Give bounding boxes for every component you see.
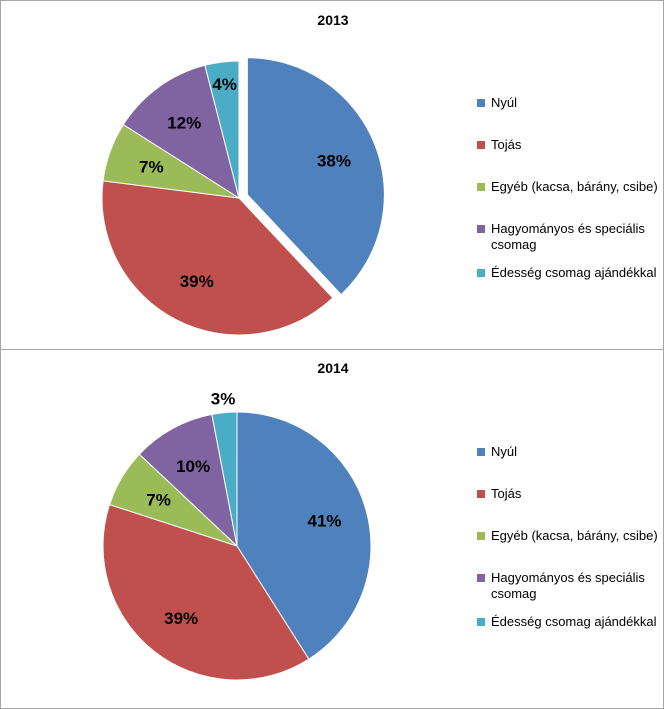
legend-swatch [477,269,485,277]
legend-swatch [477,574,485,582]
slice-label-edesseg-csomag-ajandekkal-2014: 3% [211,390,236,409]
legend-label: Nyúl [491,444,517,459]
pie-slice-tojas-2013 [101,180,334,336]
chart-title-2014: 2014 [317,360,348,376]
pie-slice-hagyomanyos-es-specialis-csomag-2013 [122,64,240,200]
pie-slice-nyul-2014 [236,411,372,660]
legend-swatch [477,141,485,149]
legend-item-tojas-2014: Tojás [477,486,522,501]
slice-label-tojas-2013: 39% [180,272,214,291]
legend-label: Nyúl [491,95,517,110]
legend-swatch [477,225,485,233]
legend-label: Egyéb (kacsa, bárány, csibe) [491,528,658,543]
legend-item-hagyomanyos-es-specialis-csomag-2013: Hagyományos és speciális csomag [477,221,645,252]
legend-item-nyul-2013: Nyúl [477,95,517,110]
legend-swatch [477,490,485,498]
legend-label: Hagyományos és speciális csomag [491,570,645,601]
legend-item-edesseg-csomag-ajandekkal-2014: Édesség csomag ajándékkal [477,614,657,629]
slice-label-egyeb-kacsa-barany-csibe-2013: 7% [139,157,164,176]
legend-label: Édesség csomag ajándékkal [491,614,657,629]
legend-label: Egyéb (kacsa, bárány, csibe) [491,179,658,194]
slice-label-hagyomanyos-es-specialis-csomag-2013: 12% [167,114,201,133]
slice-label-egyeb-kacsa-barany-csibe-2014: 7% [146,491,171,510]
legend-item-edesseg-csomag-ajandekkal-2013: Édesség csomag ajándékkal [477,265,657,280]
pie-slice-tojas-2014 [102,503,310,681]
legend-label: Tojás [491,486,522,501]
legend-swatch [477,618,485,626]
legend-label: Édesség csomag ajándékkal [491,265,657,280]
legend-swatch [477,532,485,540]
legend-item-tojas-2013: Tojás [477,137,522,152]
legend-swatch [477,183,485,191]
legend-item-egyeb-kacsa-barany-csibe-2014: Egyéb (kacsa, bárány, csibe) [477,528,658,543]
legend-item-egyeb-kacsa-barany-csibe-2013: Egyéb (kacsa, bárány, csibe) [477,179,658,194]
pie-slice-edesseg-csomag-ajandekkal-2014 [211,411,238,547]
pie-slice-nyul-2013 [246,57,385,296]
legend-item-nyul-2014: Nyúl [477,444,517,459]
slice-label-nyul-2013: 38% [317,151,351,170]
pie-slice-edesseg-csomag-ajandekkal-2013 [204,60,240,199]
pie-slice-hagyomanyos-es-specialis-csomag-2014 [138,413,238,548]
slice-label-tojas-2014: 39% [164,609,198,628]
slice-label-hagyomanyos-es-specialis-csomag-2014: 10% [176,457,210,476]
legend-label: Tojás [491,137,522,152]
chart-panel-2013: 2013 38% 39% 7% 12% 4% Nyúl Tojás Egyéb (kacsa, … [0,0,664,350]
chart-panel-2014: 2014 41% 39% 7% 10% 3% Nyúl Tojás Egyéb (kacsa, … [0,349,664,709]
slice-label-nyul-2014: 41% [307,512,341,531]
pie-chart-2014: 2014 41% 39% 7% 10% 3% Nyúl Tojás Egyéb (kacsa, … [102,360,658,681]
legend-label: Hagyományos és speciális csomag [491,221,645,252]
pie-chart-2013: 2013 38% 39% 7% 12% 4% Nyúl Tojás Egyéb (kacsa, … [101,12,658,336]
legend-swatch [477,448,485,456]
legend-item-hagyomanyos-es-specialis-csomag-2014: Hagyományos és speciális csomag [477,570,645,601]
chart-title-2013: 2013 [317,12,348,28]
slice-label-edesseg-csomag-ajandekkal-2013: 4% [212,75,237,94]
legend-swatch [477,99,485,107]
